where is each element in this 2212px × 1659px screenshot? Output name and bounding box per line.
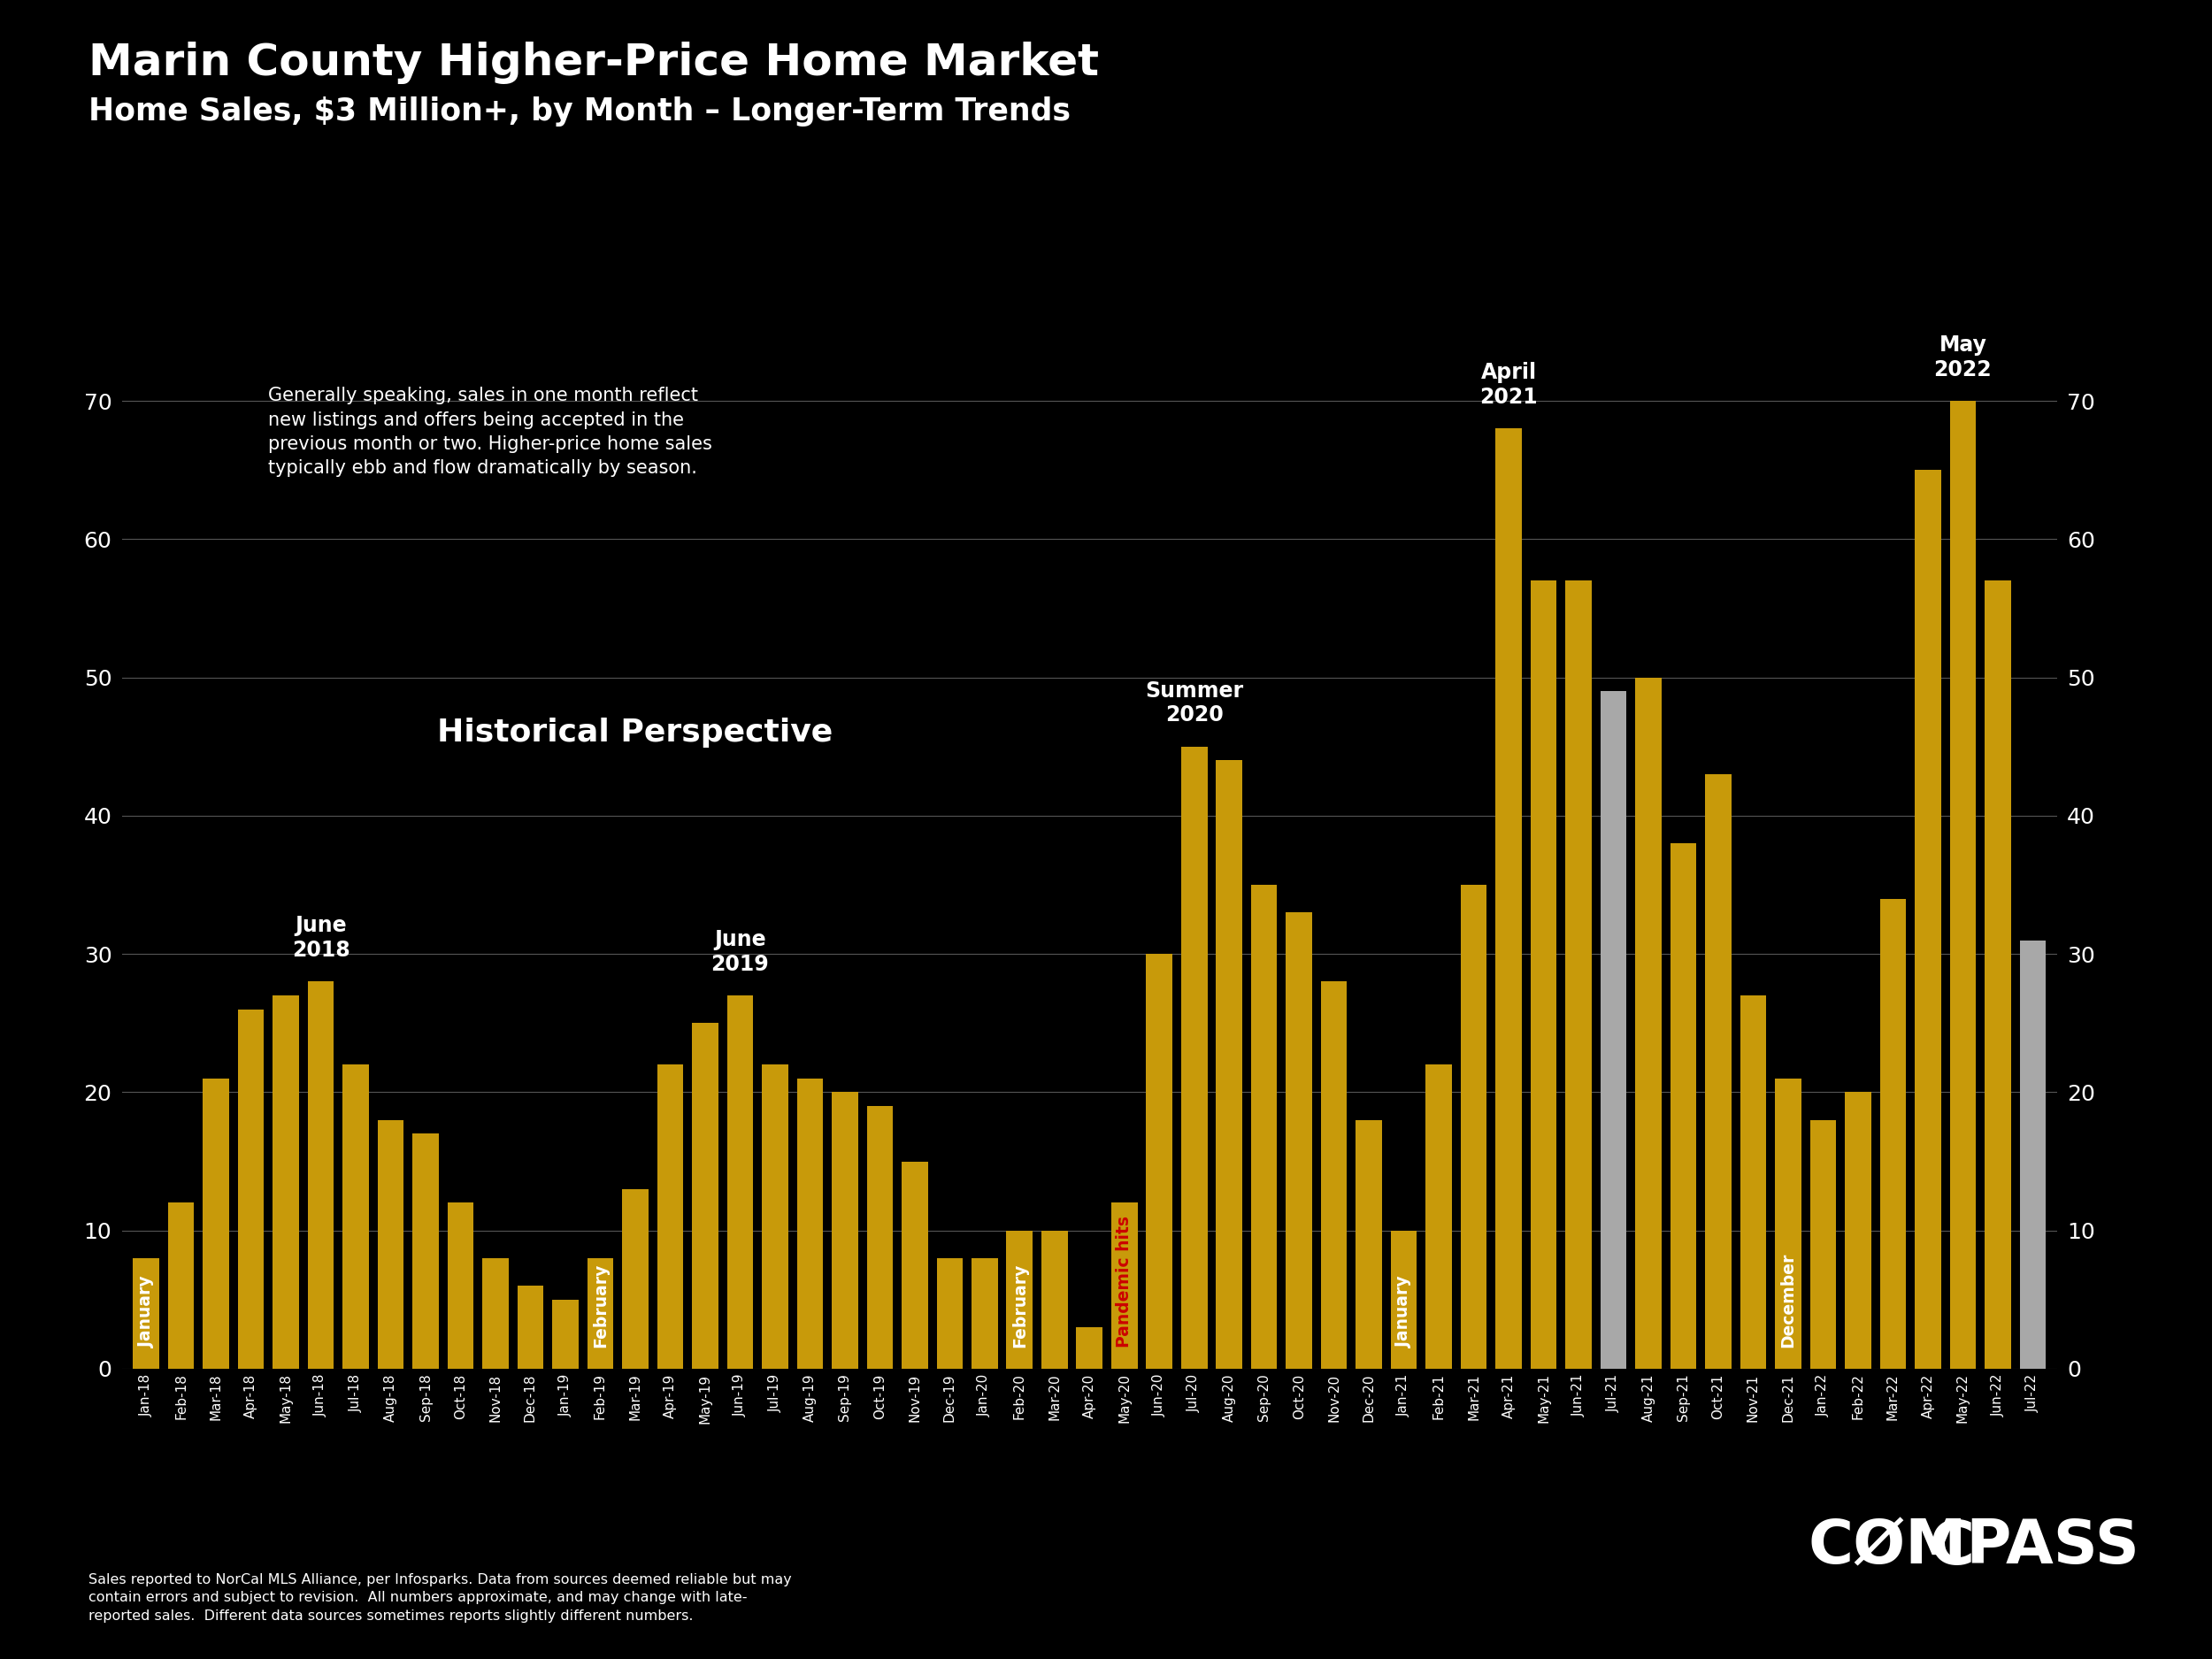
Bar [1705,775,1732,1369]
Text: CØMPASS: CØMPASS [1809,1518,2139,1576]
Bar [1146,954,1172,1369]
Text: C: C [1929,1518,1975,1576]
Bar [2020,941,2046,1369]
Bar [1181,747,1208,1369]
Bar [1599,692,1626,1369]
Bar [378,1120,405,1369]
Bar [692,1024,719,1369]
Bar [1670,843,1697,1369]
Text: January: January [1396,1277,1411,1347]
Bar [1077,1327,1102,1369]
Bar [1217,760,1243,1369]
Bar [168,1203,195,1369]
Bar [272,995,299,1369]
Bar [1845,1092,1871,1369]
Bar [971,1258,998,1369]
Bar [1741,995,1767,1369]
Text: Summer
2020: Summer 2020 [1146,680,1243,725]
Bar [1356,1120,1382,1369]
Text: Sales reported to NorCal MLS Alliance, per Infosparks. Data from sources deemed : Sales reported to NorCal MLS Alliance, p… [88,1573,792,1623]
Bar [447,1203,473,1369]
Bar [1391,1231,1418,1369]
Bar [902,1161,927,1369]
Text: Marin County Higher-Price Home Market: Marin County Higher-Price Home Market [88,41,1099,85]
Bar [239,1009,263,1369]
Bar [1916,469,1940,1369]
Bar [622,1190,648,1369]
Bar [867,1107,894,1369]
Bar [204,1078,230,1369]
Bar [518,1286,544,1369]
Bar [1809,1120,1836,1369]
Bar [586,1258,613,1369]
Bar [482,1258,509,1369]
Text: June
2019: June 2019 [710,929,770,974]
Bar [553,1299,580,1369]
Text: Historical Perspective: Historical Perspective [438,718,834,748]
Text: Pandemic hits: Pandemic hits [1115,1216,1133,1347]
Bar [1635,677,1661,1369]
Text: Generally speaking, sales in one month reflect
new listings and offers being acc: Generally speaking, sales in one month r… [268,387,712,478]
Bar [1006,1231,1033,1369]
Bar [1949,401,1975,1369]
Bar [657,1065,684,1369]
Bar [1042,1231,1068,1369]
Bar [1566,581,1593,1369]
Bar [1531,581,1557,1369]
Text: Home Sales, $3 Million+, by Month – Longer-Term Trends: Home Sales, $3 Million+, by Month – Long… [88,96,1071,126]
Bar [343,1065,369,1369]
Bar [1285,912,1312,1369]
Bar [307,982,334,1369]
Bar [1460,884,1486,1369]
Bar [728,995,752,1369]
Bar [1252,884,1276,1369]
Text: May
2022: May 2022 [1933,335,1991,380]
Text: January: January [137,1277,155,1347]
Text: April
2021: April 2021 [1480,362,1537,408]
Bar [133,1258,159,1369]
Bar [1427,1065,1451,1369]
Bar [1774,1078,1801,1369]
Bar [1495,428,1522,1369]
Bar [1321,982,1347,1369]
Bar [411,1133,438,1369]
Text: February: February [593,1264,608,1347]
Text: June
2018: June 2018 [292,916,349,961]
Bar [796,1078,823,1369]
Bar [936,1258,962,1369]
Bar [832,1092,858,1369]
Text: February: February [1011,1264,1029,1347]
Bar [1110,1203,1137,1369]
Bar [1880,899,1907,1369]
Bar [761,1065,787,1369]
Bar [1984,581,2011,1369]
Text: December: December [1781,1253,1796,1347]
